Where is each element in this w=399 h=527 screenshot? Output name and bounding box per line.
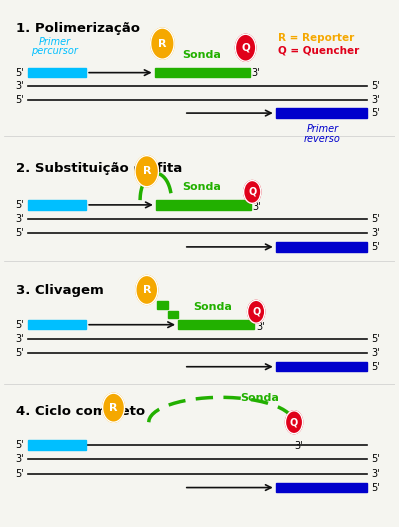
- Text: 5': 5': [15, 440, 24, 450]
- Text: 5': 5': [371, 334, 380, 344]
- Text: 3': 3': [251, 67, 260, 77]
- Text: R: R: [158, 38, 167, 48]
- Text: 3': 3': [371, 95, 380, 105]
- Text: 3': 3': [15, 454, 24, 464]
- Text: 3': 3': [15, 214, 24, 224]
- FancyBboxPatch shape: [276, 242, 367, 251]
- Text: Sonda: Sonda: [194, 302, 233, 312]
- FancyBboxPatch shape: [28, 200, 86, 210]
- Text: 5': 5': [15, 200, 24, 210]
- Circle shape: [151, 28, 174, 59]
- Text: Q: Q: [248, 187, 257, 197]
- Text: 3': 3': [371, 348, 380, 358]
- Circle shape: [135, 155, 158, 187]
- Text: Sonda: Sonda: [241, 393, 279, 403]
- FancyBboxPatch shape: [156, 200, 251, 210]
- Bar: [157, 301, 168, 309]
- Text: 5': 5': [371, 242, 380, 252]
- Circle shape: [244, 181, 261, 203]
- Text: Q: Q: [252, 307, 260, 317]
- Text: 5': 5': [15, 95, 24, 105]
- Text: R: R: [109, 403, 118, 413]
- Text: 5': 5': [371, 454, 380, 464]
- Text: reverso: reverso: [304, 134, 341, 144]
- Bar: [168, 311, 178, 318]
- Text: 3': 3': [15, 81, 24, 91]
- FancyBboxPatch shape: [28, 68, 86, 77]
- Text: 5': 5': [15, 469, 24, 479]
- Text: percursor: percursor: [32, 46, 78, 56]
- Text: Q = Quencher: Q = Quencher: [278, 46, 359, 56]
- FancyBboxPatch shape: [28, 320, 86, 329]
- Text: 5': 5': [15, 67, 24, 77]
- Text: 3': 3': [371, 469, 380, 479]
- Text: Sonda: Sonda: [182, 182, 221, 192]
- Text: 5': 5': [371, 81, 380, 91]
- FancyBboxPatch shape: [154, 68, 250, 77]
- FancyBboxPatch shape: [276, 109, 367, 118]
- Text: 5': 5': [371, 483, 380, 493]
- Circle shape: [235, 34, 256, 61]
- Text: 1. Polimerização: 1. Polimerização: [16, 22, 140, 35]
- Text: 3': 3': [371, 228, 380, 238]
- Text: 5': 5': [15, 320, 24, 330]
- FancyBboxPatch shape: [276, 362, 367, 372]
- Text: 3': 3': [256, 323, 265, 333]
- Text: 3': 3': [252, 202, 261, 212]
- Text: 2. Substituição da fita: 2. Substituição da fita: [16, 162, 182, 175]
- Text: 5': 5': [371, 362, 380, 372]
- Text: 5': 5': [371, 214, 380, 224]
- Text: 5': 5': [371, 108, 380, 118]
- Text: 3. Clivagem: 3. Clivagem: [16, 284, 104, 297]
- Circle shape: [247, 300, 265, 323]
- Circle shape: [285, 411, 302, 434]
- Text: 5': 5': [15, 348, 24, 358]
- FancyBboxPatch shape: [178, 320, 254, 329]
- Text: R: R: [142, 166, 151, 176]
- FancyBboxPatch shape: [28, 441, 86, 450]
- Text: 5': 5': [15, 228, 24, 238]
- Text: Q: Q: [241, 43, 250, 53]
- Text: 3': 3': [294, 441, 303, 451]
- Text: Sonda: Sonda: [182, 50, 221, 60]
- Text: 3': 3': [15, 334, 24, 344]
- Circle shape: [103, 393, 124, 422]
- Text: Primer: Primer: [306, 124, 339, 134]
- Text: R = Reporter: R = Reporter: [278, 33, 354, 43]
- Text: R: R: [142, 285, 151, 295]
- Circle shape: [136, 276, 158, 305]
- FancyBboxPatch shape: [276, 483, 367, 492]
- Text: Primer: Primer: [39, 37, 71, 47]
- Text: 4. Ciclo completo: 4. Ciclo completo: [16, 405, 145, 417]
- Text: Q: Q: [290, 417, 298, 427]
